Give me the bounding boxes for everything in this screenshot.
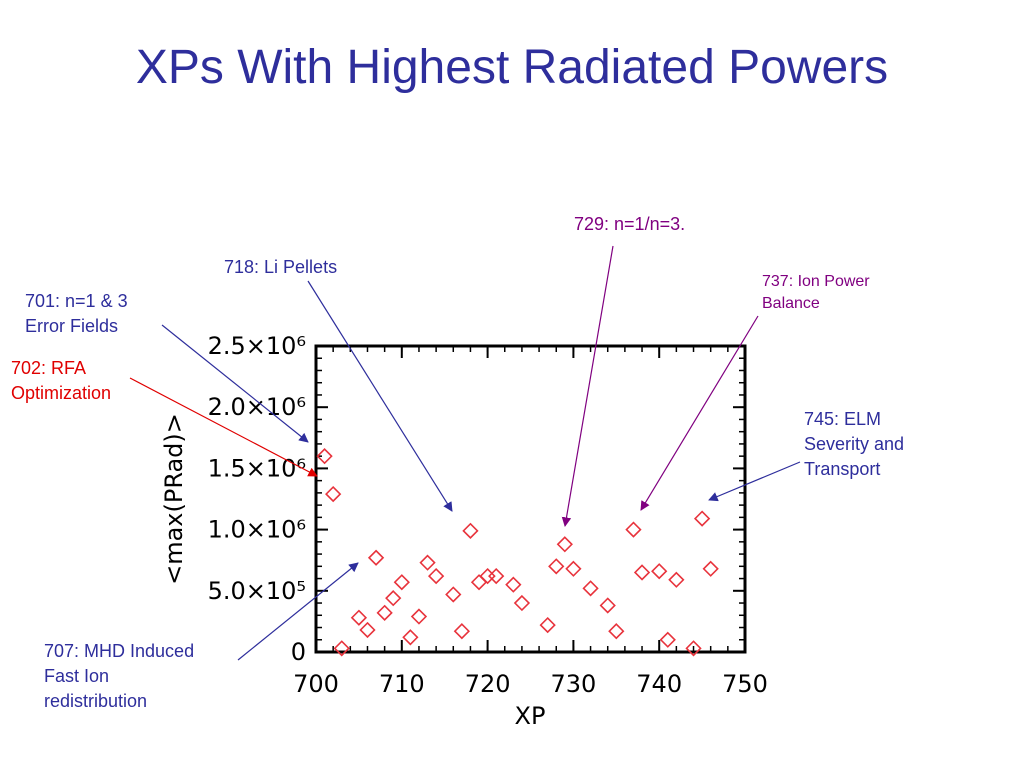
x-tick-label: 710 [379,670,425,698]
data-point-diamond [556,536,573,553]
data-point-diamond [625,521,642,538]
data-point-diamond [410,608,428,625]
data-point-diamond [565,560,582,577]
data-point-diamond [651,563,668,580]
data-point-diamond [376,604,393,621]
data-point-diamond [599,597,616,614]
annotation-737-line2: Balance [762,295,820,312]
data-point-diamond [702,560,719,577]
annotation-745-line1: 745: ELM [804,409,882,429]
data-points [316,448,719,657]
data-point-diamond [325,485,342,503]
axis-ticks [315,345,746,653]
arrow-702 [129,377,318,477]
data-point-diamond [633,564,651,581]
x-tick-label: 740 [636,670,682,698]
arrow-707 [237,562,359,661]
data-point-diamond [470,574,488,591]
annotation-718-line1: 718: Li Pellets [224,257,338,277]
annotation-707-line2: Fast Ion [44,666,110,686]
data-point-diamond [427,567,445,585]
annotation-737-line1: 737: Ion Power [762,273,870,290]
annotation-701-line2: Error Fields [25,316,119,336]
y-tick-labels: 0 5.0×10⁵ 1.0×10⁶ 1.5×10⁶ 2.0×10⁶ 2.5×10⁶ [208,332,306,666]
data-point-diamond [505,576,522,593]
data-point-diamond [548,558,565,575]
annotation-737: 737: Ion Power Balance [762,271,870,315]
annotation-707: 707: MHD Induced Fast Ion redistribution [44,639,194,714]
annotation-702-line1: 702: RFA [11,358,87,378]
data-point-diamond [402,629,419,646]
data-point-diamond [608,623,625,640]
annotation-702: 702: RFA Optimization [11,356,111,406]
y-tick-label: 1.5×10⁶ [208,454,306,482]
x-axis-label: XP [515,702,546,730]
data-point-diamond [333,640,350,657]
y-tick-label: 2.0×10⁶ [208,393,306,421]
arrow-729 [561,245,614,527]
x-tick-label: 730 [550,670,596,698]
x-tick-labels: 700 710 720 730 740 750 [293,670,768,698]
data-point-diamond [693,510,711,527]
annotation-701-line1: 701: n=1 & 3 [25,291,128,311]
annotation-745-line3: Transport [804,459,881,479]
x-tick-label: 700 [293,670,339,698]
data-point-diamond [445,586,462,603]
data-point-diamond [582,580,599,597]
data-point-diamond [479,567,496,585]
data-point-diamond [513,594,531,612]
arrow-745 [708,461,801,502]
y-tick-label: 1.0×10⁶ [208,516,306,544]
arrow-718 [307,280,453,512]
data-point-diamond [539,616,556,634]
annotation-745: 745: ELM Severity and Transport [804,407,904,482]
arrow-737 [640,315,759,511]
data-point-diamond [668,571,685,588]
data-point-diamond [316,448,333,465]
data-point-diamond [453,623,470,640]
annotation-707-line1: 707: MHD Induced [44,641,195,661]
annotation-702-line2: Optimization [11,383,112,403]
x-tick-label: 720 [465,670,511,698]
slide-title: XPs With Highest Radiated Powers [135,41,889,94]
y-tick-label: 0 [291,638,306,666]
data-point-diamond [350,609,368,626]
x-tick-label: 750 [722,670,768,698]
plot-frame [314,344,747,654]
y-tick-label: 5.0×10⁵ [208,577,306,605]
arrow-701 [161,324,309,443]
annotation-729-line1: 729: n=1/n=3. [574,214,686,234]
y-axis-label: <max(PRad)> [160,413,188,585]
annotation-745-line2: Severity and [804,434,905,454]
data-point-diamond [685,640,702,657]
data-point-diamond [385,590,402,607]
data-point-diamond [393,574,410,591]
annotation-707-line3: redistribution [44,691,148,711]
data-point-diamond [462,522,479,539]
y-tick-label: 2.5×10⁶ [208,332,306,360]
annotation-701: 701: n=1 & 3 Error Fields [25,289,128,339]
annotation-729: 729: n=1/n=3. [574,212,685,237]
annotation-718: 718: Li Pellets [224,255,337,280]
data-point-diamond [359,621,376,639]
data-point-diamond [367,549,385,566]
data-point-diamond [488,567,505,585]
data-point-diamond [419,554,436,571]
data-point-diamond [659,631,676,648]
